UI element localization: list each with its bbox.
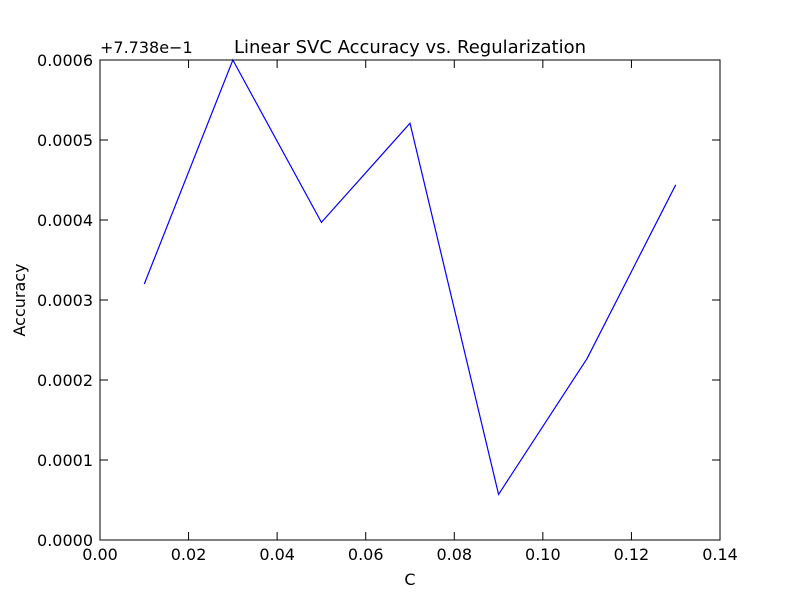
x-tick-label: 0.08 xyxy=(436,545,472,564)
y-tick-label: 0.0005 xyxy=(37,131,93,150)
x-tick-label: 0.10 xyxy=(525,545,561,564)
axis-ticks: 0.00 0.02 0.04 0.06 0.08 0.10 0.12 0.14 0.0000 0.… xyxy=(37,51,738,564)
x-tick-label: 0.04 xyxy=(259,545,295,564)
y-tick-label: 0.0004 xyxy=(37,211,93,230)
y-tick-label: 0.0001 xyxy=(37,451,93,470)
x-tick-label: 0.02 xyxy=(171,545,207,564)
x-tick-label: 0.06 xyxy=(348,545,384,564)
y-tick-label: 0.0002 xyxy=(37,371,93,390)
x-axis-label: C xyxy=(404,570,415,589)
x-tick-label: 0.00 xyxy=(82,545,118,564)
plot-frame xyxy=(99,59,721,541)
y-offset-label: +7.738e−1 xyxy=(100,38,193,57)
y-axis-label: Accuracy xyxy=(10,263,29,336)
x-tick-label: 0.14 xyxy=(702,545,738,564)
y-tick-label: 0.0006 xyxy=(37,51,93,70)
y-tick-label: 0.0003 xyxy=(37,291,93,310)
series-layer xyxy=(143,58,677,496)
x-tick-label: 0.12 xyxy=(614,545,650,564)
chart-title: Linear SVC Accuracy vs. Regularization xyxy=(234,37,586,58)
y-tick-label: 0.0000 xyxy=(37,531,93,550)
series-line xyxy=(143,58,677,496)
